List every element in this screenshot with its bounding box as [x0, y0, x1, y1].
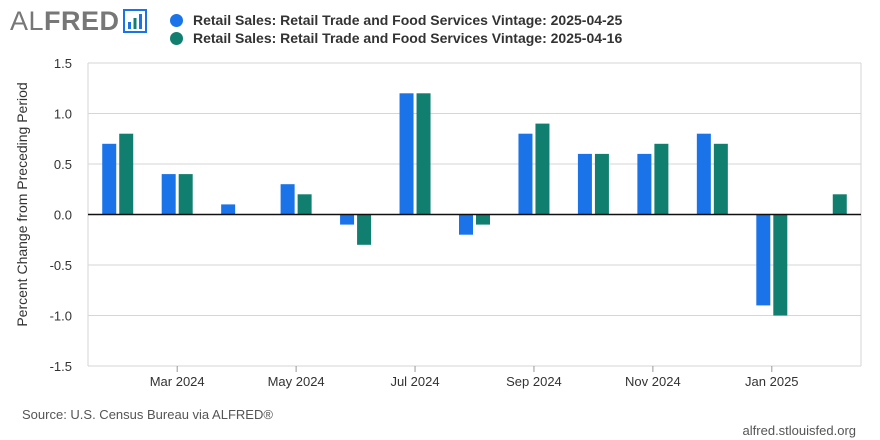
- bar: [637, 153, 652, 215]
- legend-item-series-1[interactable]: Retail Sales: Retail Trade and Food Serv…: [170, 11, 622, 29]
- legend-label: Retail Sales: Retail Trade and Food Serv…: [193, 12, 623, 28]
- bar: [119, 133, 134, 215]
- logo-fred-text: FRED: [44, 5, 120, 36]
- bar: [756, 214, 771, 306]
- y-tick-label: -1.5: [50, 359, 72, 374]
- y-tick-label: 0.5: [54, 157, 72, 172]
- bar: [280, 184, 295, 215]
- y-axis-label: Percent Change from Preceding Period: [14, 82, 30, 326]
- y-tick-label: -1.0: [50, 309, 72, 324]
- bar-chart-logo-icon: [122, 9, 147, 33]
- legend-label: Retail Sales: Retail Trade and Food Serv…: [193, 30, 623, 46]
- y-tick-label: 0.0: [54, 208, 72, 223]
- bar: [518, 133, 533, 215]
- chart-legend: Retail Sales: Retail Trade and Food Serv…: [170, 11, 622, 47]
- bar: [773, 214, 788, 316]
- bar: [161, 174, 176, 215]
- y-tick-label: -0.5: [50, 258, 72, 273]
- bar: [297, 194, 312, 215]
- y-tick-label: 1.0: [54, 107, 72, 122]
- legend-marker: [170, 13, 183, 27]
- legend-marker: [170, 31, 183, 45]
- site-url[interactable]: alfred.stlouisfed.org: [742, 423, 856, 438]
- logo-al-text: AL: [10, 5, 45, 36]
- bar: [399, 93, 414, 215]
- bar: [178, 174, 193, 215]
- x-tick-label: Sep 2024: [506, 374, 562, 389]
- x-tick-label: Mar 2024: [150, 374, 205, 389]
- bar: [476, 214, 490, 225]
- y-tick-label: 1.5: [54, 56, 72, 71]
- bar: [102, 143, 117, 215]
- bar: [221, 204, 236, 215]
- bar: [340, 214, 355, 225]
- bar: [535, 123, 550, 215]
- x-tick-label: Jan 2025: [745, 374, 799, 389]
- x-tick-label: May 2024: [268, 374, 325, 389]
- bar: [577, 153, 592, 215]
- bar: [696, 133, 711, 215]
- bar: [459, 214, 473, 235]
- bar: [357, 214, 372, 245]
- legend-item-series-2[interactable]: Retail Sales: Retail Trade and Food Serv…: [170, 29, 622, 47]
- bar: [713, 143, 728, 215]
- alfred-logo[interactable]: AL FRED: [10, 6, 147, 36]
- x-tick-label: Jul 2024: [390, 374, 439, 389]
- bar: [654, 143, 669, 215]
- bar: [832, 194, 847, 215]
- bar: [594, 153, 609, 215]
- bar: [416, 93, 431, 215]
- x-tick-label: Nov 2024: [625, 374, 681, 389]
- source-note: Source: U.S. Census Bureau via ALFRED®: [22, 407, 273, 422]
